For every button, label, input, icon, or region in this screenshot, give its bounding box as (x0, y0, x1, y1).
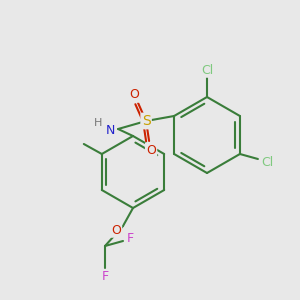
Text: O: O (129, 88, 139, 101)
Text: Cl: Cl (261, 155, 273, 169)
Text: F: F (126, 232, 134, 244)
Text: H: H (94, 118, 102, 128)
Text: F: F (101, 271, 109, 284)
Text: Cl: Cl (201, 64, 213, 76)
Text: O: O (111, 224, 121, 236)
Text: O: O (146, 143, 156, 157)
Text: S: S (142, 114, 151, 128)
Text: N: N (105, 124, 115, 137)
